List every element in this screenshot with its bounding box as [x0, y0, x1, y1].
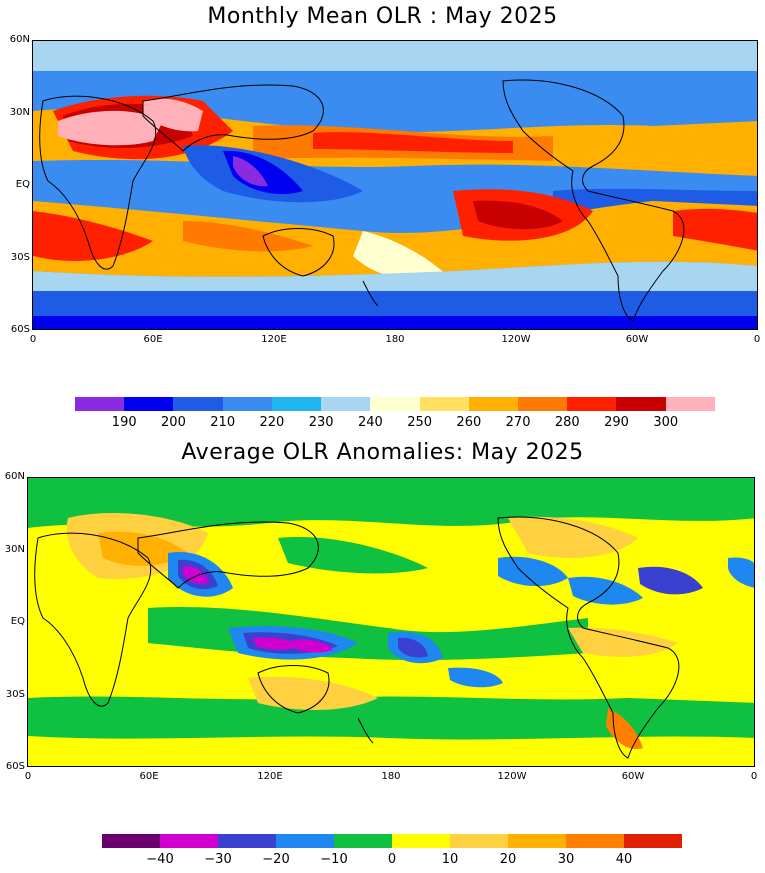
colorbar-tick-label: −10 — [320, 852, 348, 867]
map1-lon-120e: 120E — [261, 334, 287, 345]
colorbar-tick-label: 270 — [505, 415, 531, 430]
map2-lon-0-east: 0 — [750, 771, 758, 782]
colorbar-tick-label: 30 — [557, 852, 575, 867]
colorbar-swatch — [616, 397, 666, 411]
map2-lat-60s: 60S — [5, 761, 25, 772]
colorbar-swatch — [665, 397, 715, 411]
colorbar-tick-label: 300 — [653, 415, 679, 430]
map1-lon-60w: 60W — [625, 334, 649, 345]
colorbar-swatch — [567, 397, 617, 411]
map2-lon-0: 0 — [24, 771, 32, 782]
map2-lon-120w: 120W — [497, 771, 527, 782]
map1-lon-120w: 120W — [501, 334, 531, 345]
colorbar-swatch — [450, 834, 508, 848]
map1-lat-60n: 60N — [9, 34, 30, 45]
colorbar-tick-label: 220 — [259, 415, 285, 430]
colorbar-swatch — [321, 397, 371, 411]
map1-lon-180: 180 — [385, 334, 405, 345]
colorbar-swatch — [517, 397, 568, 411]
map2-lat-30s: 30S — [5, 689, 25, 700]
colorbar-tick-label: −20 — [262, 852, 290, 867]
colorbar-tick-label: 260 — [456, 415, 482, 430]
colorbar-tick-label: 290 — [604, 415, 629, 430]
map1-title: Monthly Mean OLR : May 2025 — [207, 4, 558, 29]
colorbar-swatch — [160, 834, 218, 848]
olr-anomaly-colorbar — [102, 834, 682, 848]
olr-anomaly-field — [28, 478, 754, 766]
map1-lat-30n: 30N — [9, 107, 30, 118]
colorbar-tick-label: 230 — [308, 415, 334, 430]
colorbar-swatch — [566, 834, 624, 848]
colorbar-swatch — [392, 834, 450, 848]
colorbar-tick-label: 240 — [357, 415, 383, 430]
colorbar-swatch — [508, 834, 566, 848]
map2-lon-180: 180 — [381, 771, 401, 782]
colorbar-swatch — [334, 834, 392, 848]
colorbar-tick-label: 210 — [210, 415, 236, 430]
colorbar-tick-label: −30 — [204, 852, 232, 867]
colorbar-tick-label: 250 — [407, 415, 433, 430]
olr-mean-colorbar — [75, 397, 715, 411]
colorbar-swatch — [419, 397, 469, 411]
colorbar-swatch — [222, 397, 272, 411]
colorbar-swatch — [124, 397, 174, 411]
colorbar-tick-label: 40 — [615, 852, 633, 867]
map1-lon-0-east: 0 — [753, 334, 761, 345]
olr-anomaly-map — [27, 477, 755, 767]
map2-lon-60e: 60E — [139, 771, 159, 782]
colorbar-swatch — [370, 397, 420, 411]
colorbar-tick-label: 0 — [387, 852, 397, 867]
colorbar-swatch — [624, 834, 682, 848]
colorbar-swatch — [468, 397, 518, 411]
colorbar-tick-label: 20 — [499, 852, 517, 867]
colorbar-swatch — [218, 834, 276, 848]
colorbar-swatch — [271, 397, 322, 411]
colorbar-swatch — [173, 397, 223, 411]
colorbar-swatch — [75, 397, 125, 411]
map2-lat-30n: 30N — [4, 544, 25, 555]
map2-lon-60w: 60W — [621, 771, 645, 782]
map2-lon-120e: 120E — [257, 771, 283, 782]
olr-mean-field — [33, 41, 757, 329]
colorbar-swatch — [102, 834, 160, 848]
olr-mean-map — [32, 40, 758, 330]
map1-lat-60s: 60S — [10, 324, 30, 335]
map1-lon-60e: 60E — [143, 334, 163, 345]
map2-lat-eq: EQ — [10, 616, 25, 627]
colorbar-tick-label: 190 — [111, 415, 137, 430]
map2-lat-60n: 60N — [4, 471, 25, 482]
map2-title: Average OLR Anomalies: May 2025 — [181, 440, 584, 465]
map1-lat-30s: 30S — [10, 252, 30, 263]
colorbar-tick-label: −40 — [146, 852, 174, 867]
colorbar-tick-label: 10 — [441, 852, 459, 867]
colorbar-swatch — [276, 834, 334, 848]
map1-lon-0: 0 — [29, 334, 37, 345]
colorbar-tick-label: 280 — [554, 415, 580, 430]
colorbar-tick-label: 200 — [161, 415, 186, 430]
map1-lat-eq: EQ — [15, 179, 30, 190]
